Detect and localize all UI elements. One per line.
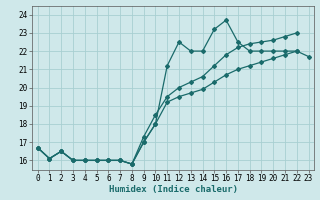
- X-axis label: Humidex (Indice chaleur): Humidex (Indice chaleur): [108, 185, 238, 194]
